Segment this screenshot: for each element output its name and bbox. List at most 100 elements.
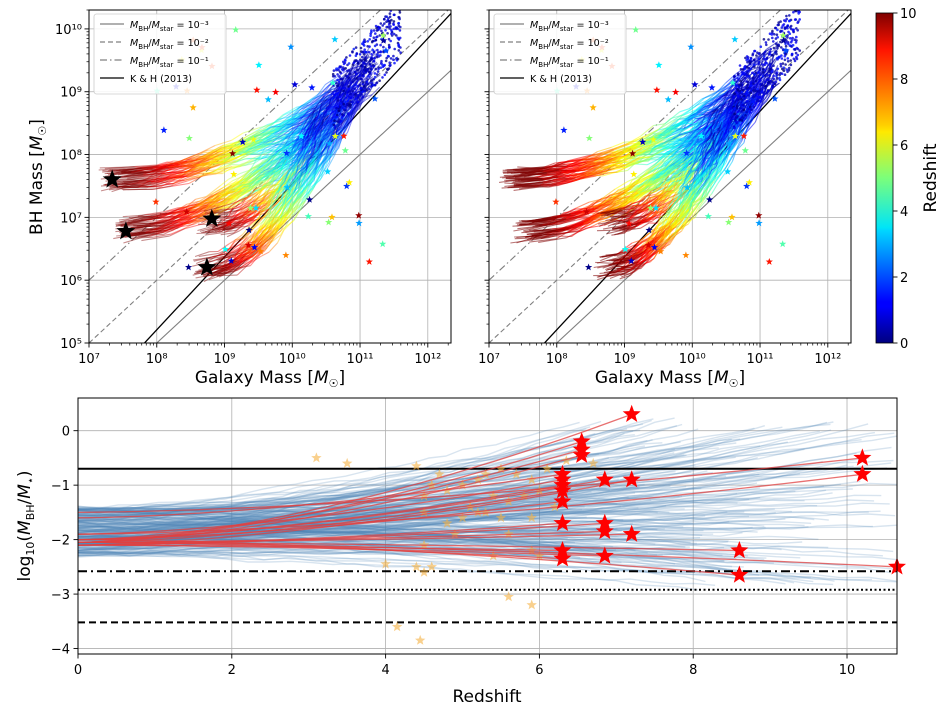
track-segment (122, 169, 149, 173)
track-segment (258, 149, 270, 155)
track-segment (277, 156, 288, 169)
track-segment (210, 152, 224, 158)
track-segment (170, 173, 182, 180)
track-segment (303, 140, 321, 154)
track-segment (282, 106, 297, 116)
track-segment (306, 126, 315, 139)
track-segment (241, 180, 253, 189)
track-segment (221, 195, 232, 205)
track-segment (251, 174, 258, 184)
track-segment (139, 180, 155, 183)
track-segment (306, 120, 317, 130)
track-segment (318, 106, 329, 112)
track-segment (257, 140, 268, 148)
track-segment (202, 151, 219, 161)
track-segment (160, 220, 177, 229)
track-segment (245, 167, 263, 182)
track-segment (316, 110, 327, 121)
track-segment (330, 88, 340, 95)
track-segment (132, 213, 159, 221)
track-segment (185, 214, 199, 222)
track-segment (209, 161, 224, 164)
low-z-point (368, 60, 372, 63)
track-segment (318, 113, 328, 122)
track-segment (212, 185, 227, 195)
track-segment (228, 187, 243, 194)
track-segment (240, 154, 249, 160)
low-z-point (388, 45, 391, 49)
low-z-point (361, 55, 364, 59)
track-segment (282, 132, 296, 140)
track-segment (309, 106, 320, 110)
track-segment (291, 125, 298, 130)
track-segment (201, 193, 213, 203)
track-segment (190, 209, 203, 220)
track-segment (232, 182, 245, 190)
track-segment (277, 162, 291, 175)
track-segment (247, 140, 256, 148)
track-segment (234, 181, 246, 191)
track-segment (198, 162, 219, 167)
track-segment (250, 157, 258, 171)
low-z-point (342, 114, 346, 117)
track-segment (278, 118, 291, 125)
track-segment (258, 147, 266, 159)
track-segment (292, 138, 304, 143)
low-z-point (369, 85, 373, 88)
track-segment (118, 183, 152, 188)
track-segment (294, 128, 301, 133)
track-segment (264, 171, 277, 176)
track-segment (271, 167, 281, 178)
track-segment (209, 195, 224, 201)
track-segment (156, 164, 176, 168)
track-segment (202, 195, 215, 204)
track-segment (247, 170, 260, 178)
track-segment (292, 156, 304, 167)
track-segment (135, 221, 165, 229)
track-segment (209, 161, 223, 168)
track-segment (311, 94, 321, 103)
track-segment (267, 144, 278, 151)
track-segment (115, 219, 144, 227)
low-z-point (369, 67, 372, 71)
track-segment (166, 206, 186, 214)
low-z-point (370, 30, 373, 34)
track-segment (313, 126, 320, 131)
track-segment (228, 166, 240, 169)
track-segment (352, 97, 363, 105)
track-segment (214, 198, 233, 212)
track-segment (298, 124, 310, 134)
track-segment (275, 136, 288, 140)
track-segment (205, 159, 217, 171)
track-segment (280, 160, 293, 169)
track-segment (356, 77, 368, 94)
ratio-1e-1-line (89, 10, 382, 281)
track-segment (151, 176, 168, 184)
track-segment (148, 164, 171, 170)
track-segment (221, 155, 236, 161)
track-segment (350, 61, 362, 72)
track-segment (295, 128, 304, 135)
track-segment (132, 167, 155, 173)
track-segment (163, 217, 186, 226)
track-segment (314, 104, 325, 115)
track-segment (170, 170, 187, 176)
track-segment (264, 138, 277, 146)
track-segment (153, 226, 171, 230)
low-z-point (368, 63, 372, 66)
track-segment (255, 165, 268, 172)
track-segment (153, 224, 178, 234)
track-segment (294, 153, 307, 163)
track-segment (196, 198, 210, 206)
track-segment (216, 205, 233, 217)
track-segment (175, 218, 191, 222)
track-segment (334, 78, 346, 95)
low-z-point (397, 2, 400, 5)
track-segment (222, 195, 238, 197)
track-segment (244, 177, 255, 186)
track-segment (256, 178, 267, 182)
track-segment (231, 143, 245, 155)
track-segment (298, 105, 308, 112)
track-segment (222, 155, 241, 163)
track-segment (175, 160, 194, 166)
